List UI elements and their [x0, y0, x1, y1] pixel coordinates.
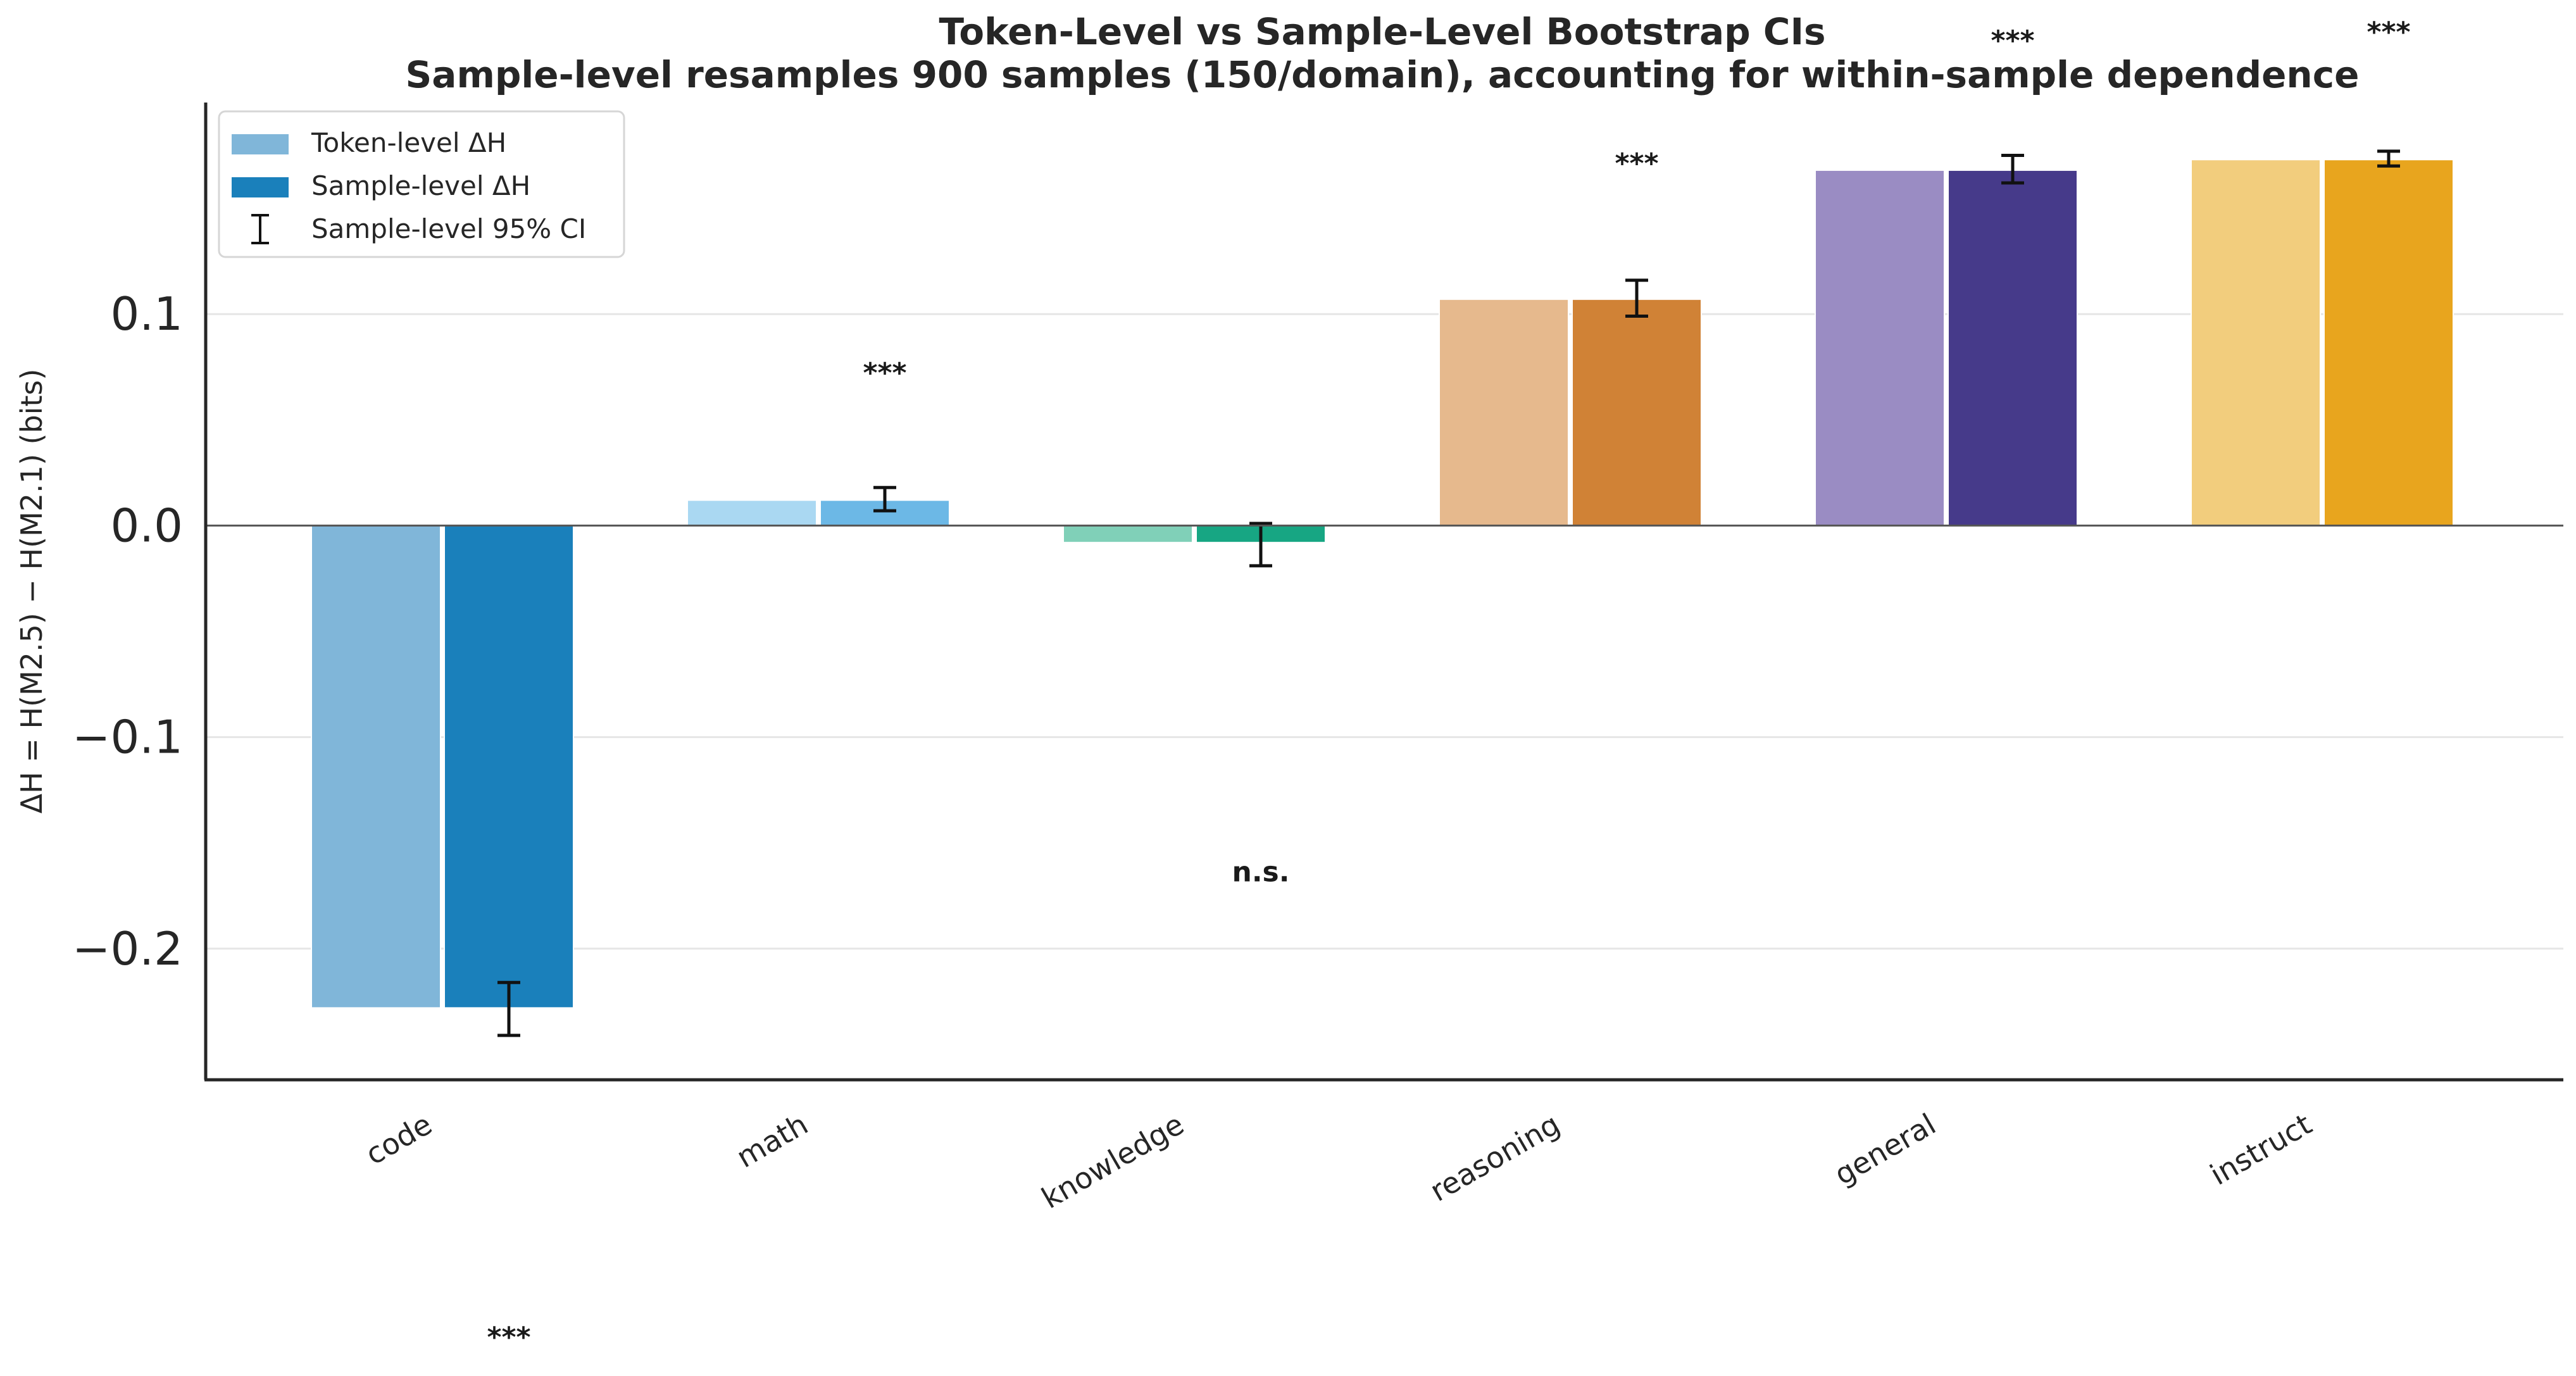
legend-swatch-sample [232, 177, 289, 197]
bar-token-math [687, 499, 817, 527]
y-axis-ticks: −0.2 −0.1 0.0 0.1 [72, 287, 183, 975]
bar-sample-code [444, 525, 574, 1009]
y-tick-label: 0.1 [110, 287, 183, 341]
y-tick-label: −0.1 [72, 711, 183, 764]
significance-label: n.s. [1232, 856, 1290, 888]
significance-label: *** [2367, 16, 2410, 49]
bar-token-instruct [2191, 159, 2321, 527]
bar-token-reasoning [1439, 298, 1569, 527]
bar-sample-reasoning [1572, 298, 1702, 527]
significance-label: *** [863, 357, 906, 389]
legend-label-ci: Sample-level 95% CI [311, 213, 586, 244]
legend: Token-level ΔH Sample-level ΔH Sample-le… [218, 110, 625, 258]
bar-token-knowledge [1063, 525, 1193, 544]
ci-knowledge [1249, 522, 1272, 568]
ci-math [873, 485, 896, 513]
bar-sample-general [1948, 169, 2078, 527]
ci-instruct [2377, 149, 2400, 168]
legend-swatch-token [232, 134, 289, 154]
bar-token-general [1815, 169, 1945, 527]
bar-token-code [311, 525, 441, 1009]
legend-box [218, 110, 625, 258]
legend-errorbar-icon [251, 214, 269, 244]
y-tick-label: 0.0 [110, 499, 183, 552]
ci-reasoning [1625, 278, 1648, 318]
significance-label: *** [1991, 25, 2034, 57]
chart-title: Token-Level vs Sample-Level Bootstrap CI… [939, 10, 1825, 53]
ci-general [2001, 154, 2024, 185]
error-bars [497, 149, 2400, 1037]
significance-label: *** [1615, 147, 1658, 180]
ci-code [497, 980, 520, 1037]
legend-label-token: Token-level ΔH [311, 127, 506, 158]
bars [311, 159, 2454, 1009]
significance-labels: *** *** n.s. *** *** *** [487, 16, 2410, 1354]
y-tick-label: −0.2 [72, 922, 183, 975]
legend-label-sample: Sample-level ΔH [311, 170, 530, 201]
bar-sample-instruct [2323, 159, 2454, 527]
chart-subtitle: Sample-level resamples 900 samples (150/… [406, 53, 2360, 96]
y-axis-label: ΔH = H(M2.5) − H(M2.1) (bits) [15, 369, 49, 814]
significance-label: *** [487, 1322, 530, 1354]
